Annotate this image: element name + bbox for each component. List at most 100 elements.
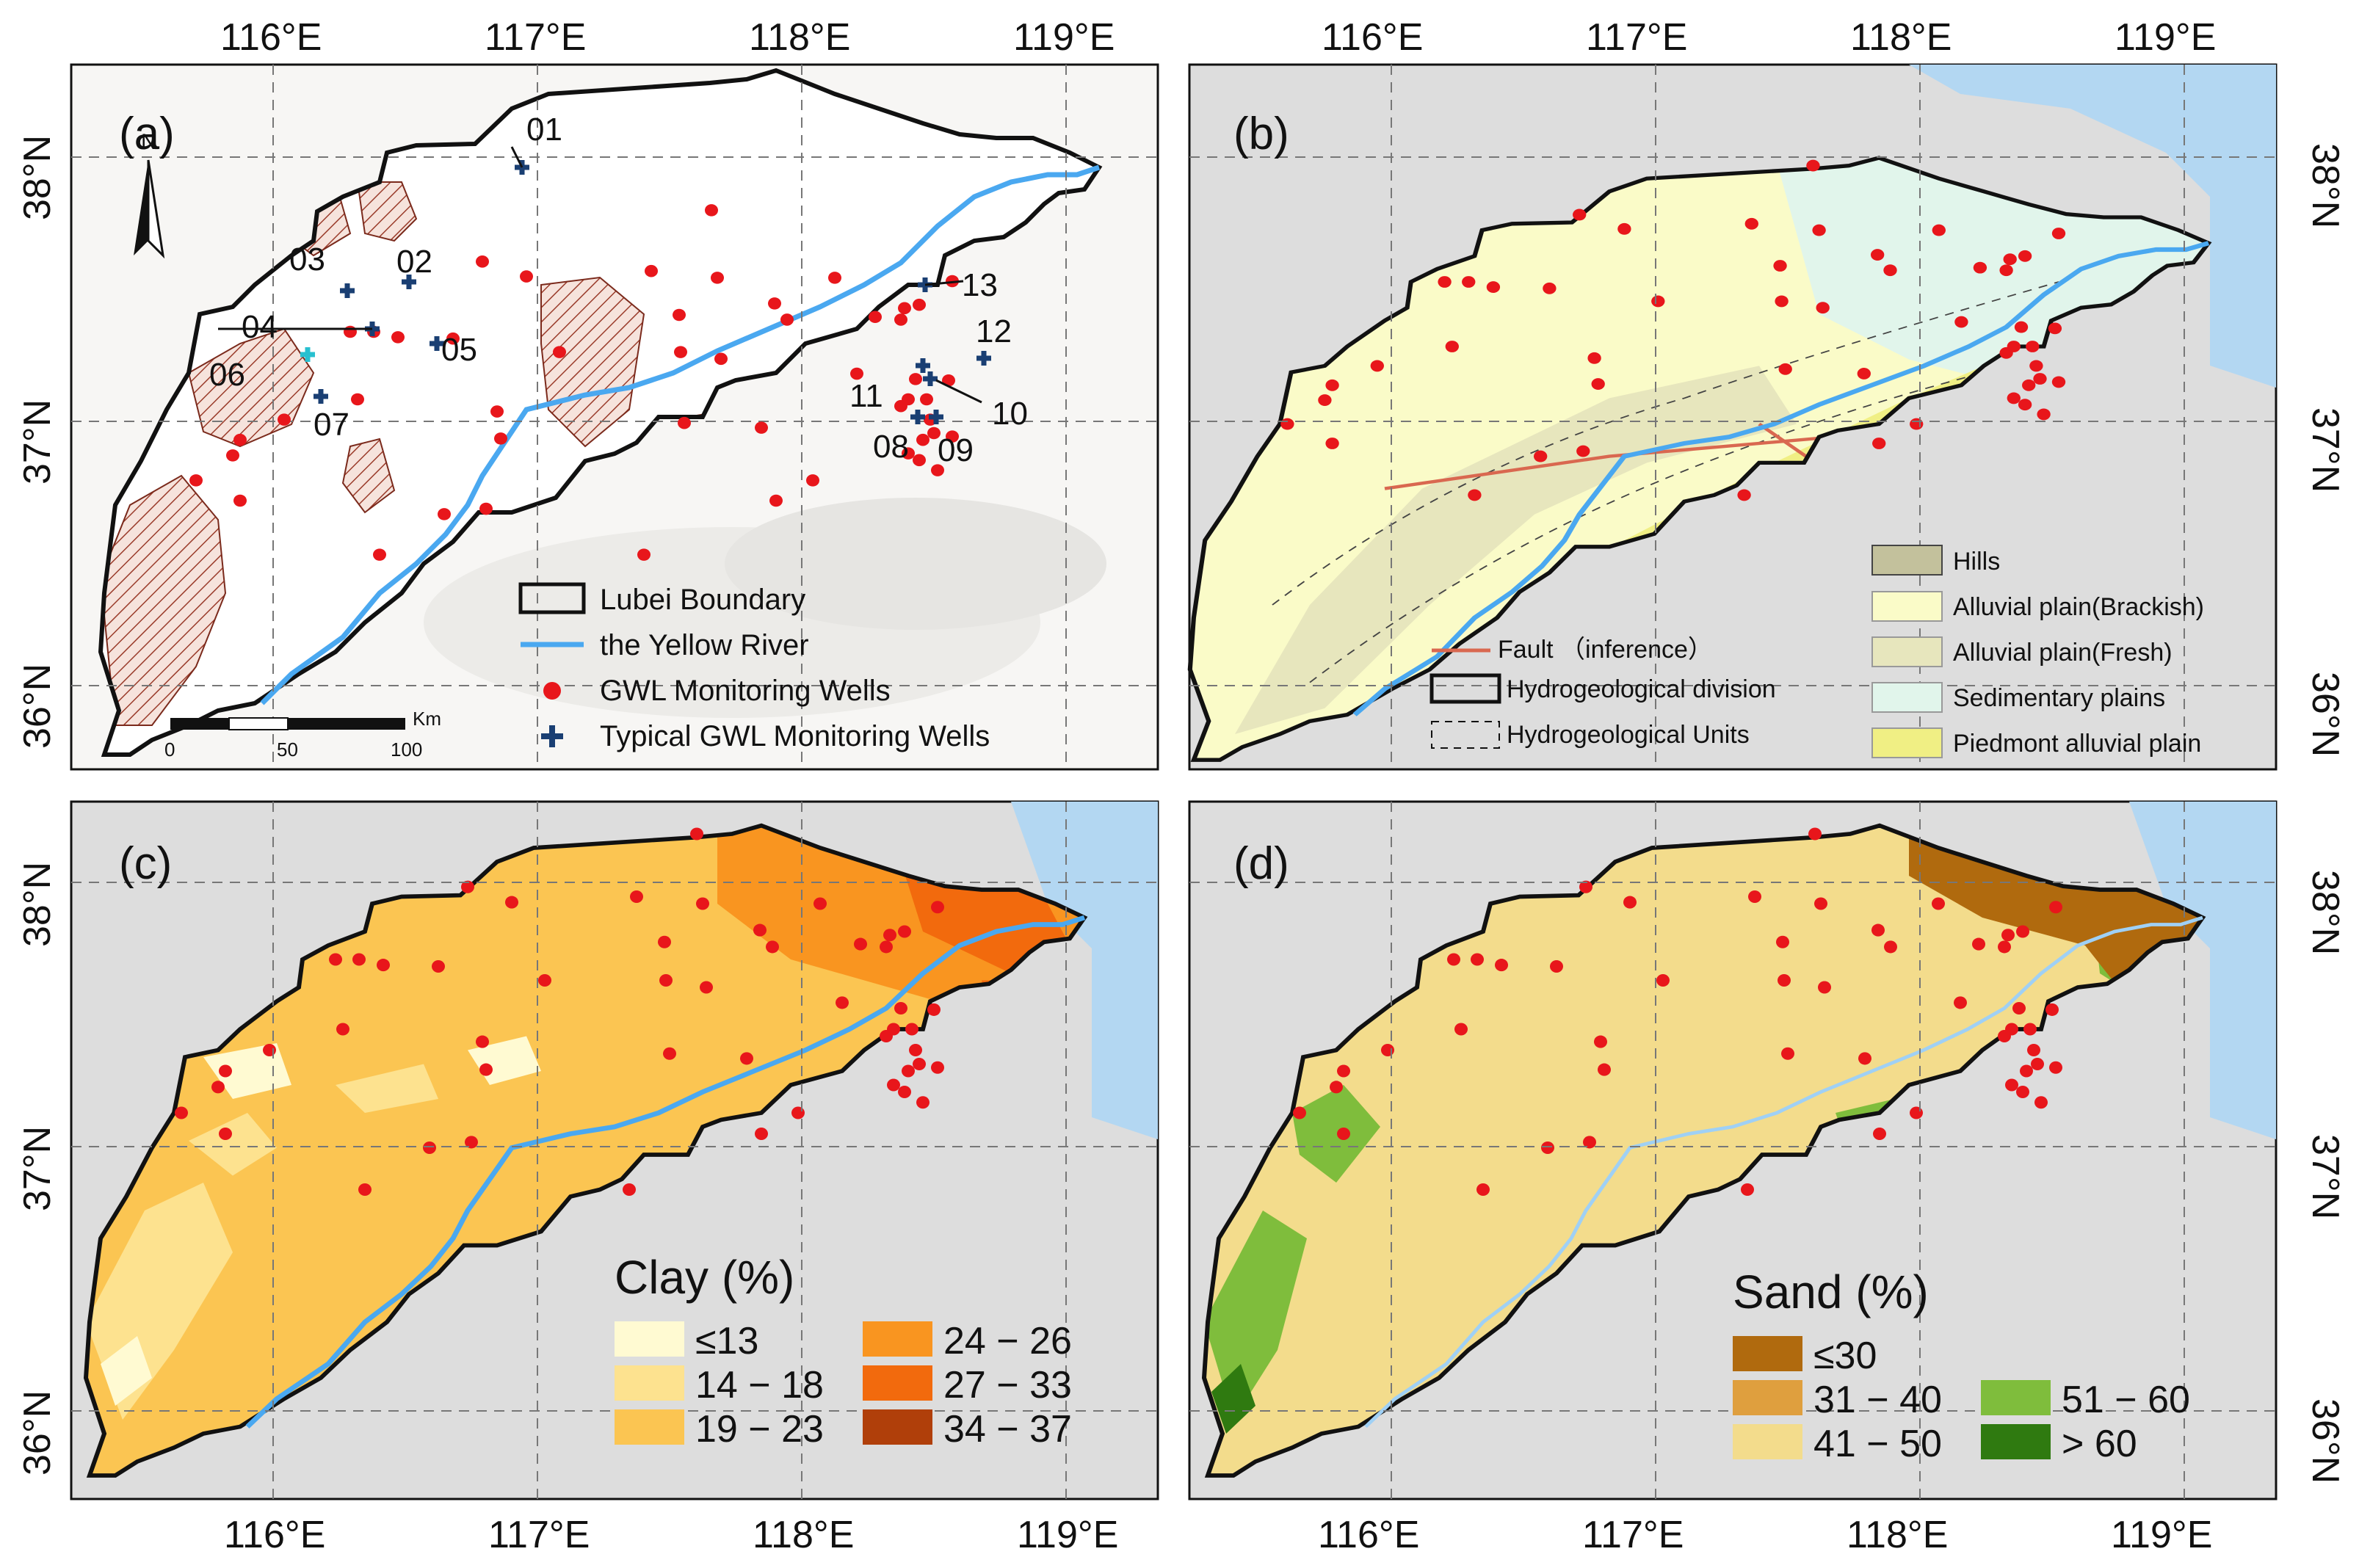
bottom-longitude-labels: 116°E 117°E 118°E 119°E 116°E 117°E 118°…	[224, 1514, 2212, 1556]
lat-a-38: 38°N	[16, 135, 59, 220]
panel-a-label: (a)	[119, 109, 175, 159]
legend-fresh-label: Alluvial plain(Fresh)	[1953, 639, 2173, 667]
legend-fresh-swatch	[1871, 636, 1943, 667]
clay-swatch-5	[863, 1365, 932, 1401]
top-lon-a-117: 117°E	[485, 16, 586, 59]
legend-units-label: Hydrogeological Units	[1507, 721, 1750, 749]
legend-typical-well-label: Typical GWL Monitoring Wells	[600, 720, 990, 752]
north-label: N	[141, 130, 157, 154]
legend-division-swatch	[1429, 673, 1501, 704]
clay-swatch-4	[863, 1321, 932, 1357]
typical-well-markers: 01 02 03 04 05 06 07 08 09 10 11 12 13	[209, 112, 1028, 468]
scale-tick-100: 100	[391, 738, 422, 761]
well-label-04: 04	[242, 309, 278, 345]
lat-d-38: 38°N	[2304, 870, 2347, 955]
sand-swatch-5	[1981, 1424, 2051, 1459]
panel-a: 01 02 03 04 05 06 07 08 09 10 11 12 13 (…	[70, 63, 1159, 771]
legend-well-swatch	[543, 682, 561, 700]
legend-sedimentary-label: Sedimentary plains	[1953, 684, 2165, 712]
sand-legend-title: Sand (%)	[1733, 1266, 1929, 1318]
sand-legend: Sand (%) ≤30 31 − 40 41 − 50 51 − 60 > 6…	[1733, 1266, 2190, 1465]
lat-d-37: 37°N	[2304, 1134, 2347, 1219]
clay-swatch-2	[615, 1365, 684, 1401]
top-lon-a-119: 119°E	[1013, 16, 1115, 59]
legend-typical-well-swatch	[541, 725, 563, 747]
panel-c: (c) Clay (%) ≤13 14 − 18 19 − 23 24 − 26…	[70, 800, 1159, 1500]
panel-d-label: (d)	[1233, 838, 1289, 889]
legend-fault-label: Fault （inference）	[1498, 636, 1713, 664]
legend-units-swatch	[1431, 721, 1500, 749]
legend-sedimentary-swatch	[1871, 682, 1943, 713]
legend-piedmont-label: Piedmont alluvial plain	[1953, 730, 2201, 758]
clay-legend: Clay (%) ≤13 14 − 18 19 − 23 24 − 26 27 …	[615, 1251, 1072, 1451]
well-label-09: 09	[938, 432, 974, 468]
right-latitude-labels: 38°N 37°N 36°N 38°N 37°N 36°N	[2304, 143, 2347, 1484]
legend-hills-swatch	[1871, 545, 1943, 576]
scale-unit: Km	[413, 708, 441, 730]
bottom-lon-d-117: 117°E	[1582, 1514, 1684, 1556]
well-label-08: 08	[873, 429, 909, 465]
bottom-lon-d-116: 116°E	[1318, 1514, 1419, 1556]
lat-a-37: 37°N	[16, 399, 59, 484]
legend-brackish-label: Alluvial plain(Brackish)	[1953, 593, 2204, 621]
sand-swatch-3	[1733, 1424, 1802, 1459]
top-lon-a-116: 116°E	[220, 16, 322, 59]
scale-tick-0: 0	[164, 738, 175, 761]
sand-class-5: > 60	[2062, 1423, 2137, 1465]
bottom-lon-c-117: 117°E	[488, 1514, 590, 1556]
panel-b: (b) Fault （inference） Hydrogeological di…	[1189, 63, 2278, 771]
clay-class-4: 24 − 26	[943, 1320, 1072, 1362]
sand-class-3: 41 − 50	[1813, 1423, 1942, 1465]
panel-c-label: (c)	[119, 838, 172, 889]
clay-class-2: 14 − 18	[695, 1364, 824, 1407]
clay-class-1: ≤13	[695, 1320, 758, 1362]
sea-area	[1011, 802, 1158, 1139]
sand-class-1: ≤30	[1813, 1335, 1877, 1377]
well-label-02: 02	[396, 244, 432, 280]
lat-d-36: 36°N	[2304, 1398, 2347, 1484]
legend-division-label: Hydrogeological division	[1507, 675, 1776, 703]
bottom-lon-d-119: 119°E	[2111, 1514, 2212, 1556]
sea-area	[2129, 802, 2276, 1139]
well-label-13: 13	[962, 267, 998, 303]
panel-b-label: (b)	[1233, 109, 1289, 159]
left-latitude-labels: 38°N 37°N 36°N 38°N 37°N 36°N	[16, 135, 59, 1476]
sand-class-2: 31 − 40	[1813, 1379, 1942, 1421]
top-lon-b-116: 116°E	[1322, 16, 1423, 59]
legend-boundary-swatch	[518, 582, 586, 614]
legend-boundary-label: Lubei Boundary	[600, 584, 805, 616]
legend-piedmont-swatch	[1871, 727, 1943, 758]
lat-c-36: 36°N	[16, 1390, 59, 1476]
legend-river-label: the Yellow River	[600, 629, 809, 661]
panel-a-legend: Lubei Boundary the Yellow River GWL Moni…	[518, 582, 990, 752]
top-lon-a-118: 118°E	[749, 16, 850, 59]
bottom-lon-d-118: 118°E	[1847, 1514, 1948, 1556]
lat-c-37: 37°N	[16, 1126, 59, 1211]
clay-class-5: 27 − 33	[943, 1364, 1072, 1407]
well-label-12: 12	[976, 313, 1012, 349]
lat-b-38: 38°N	[2304, 143, 2347, 228]
sand-swatch-4	[1981, 1380, 2051, 1415]
well-label-05: 05	[441, 332, 477, 368]
clay-swatch-1	[615, 1321, 684, 1357]
lat-b-37: 37°N	[2304, 407, 2347, 493]
legend-brackish-swatch	[1871, 591, 1943, 622]
panel-d: (d) Sand (%) ≤30 31 − 40 41 − 50 51 − 60…	[1188, 800, 2278, 1500]
clay-class-3: 19 − 23	[695, 1408, 824, 1451]
bottom-lon-c-116: 116°E	[224, 1514, 325, 1556]
top-lon-b-117: 117°E	[1586, 16, 1687, 59]
top-lon-b-119: 119°E	[2115, 16, 2216, 59]
well-label-01: 01	[526, 112, 562, 148]
lat-a-36: 36°N	[16, 664, 59, 749]
scale-tick-50: 50	[277, 738, 298, 761]
bottom-lon-c-118: 118°E	[753, 1514, 854, 1556]
well-label-03: 03	[289, 242, 325, 277]
clay-swatch-3	[615, 1409, 684, 1445]
legend-well-label: GWL Monitoring Wells	[600, 675, 891, 707]
clay-legend-title: Clay (%)	[615, 1251, 794, 1304]
sand-class-4: 51 − 60	[2062, 1379, 2190, 1421]
lat-b-36: 36°N	[2304, 672, 2347, 757]
scale-bar: Km 0 50 100	[164, 708, 441, 761]
well-label-10: 10	[992, 396, 1028, 432]
